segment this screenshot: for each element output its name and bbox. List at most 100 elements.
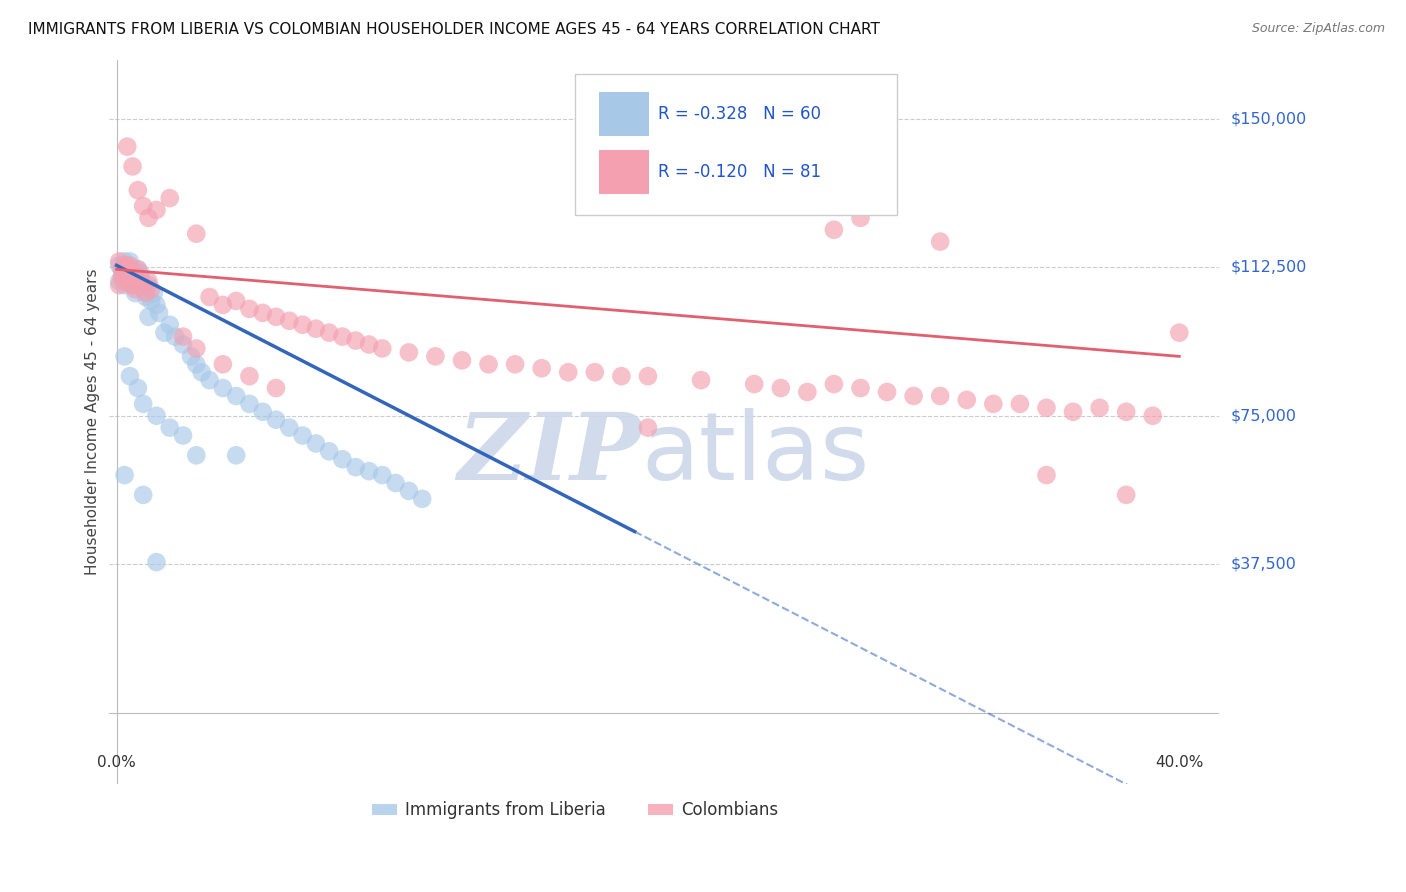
Point [114,350,136,364]
Point [172,329,194,343]
Point [111,262,134,277]
Text: $37,500: $37,500 [1230,557,1296,572]
Point [1008,397,1031,411]
Point [138,274,160,288]
Point [124,270,146,285]
Point [1035,468,1057,483]
Point [225,293,247,308]
Point [153,326,176,340]
Point [111,262,134,277]
Point [398,483,420,498]
Point [111,270,134,285]
Point [159,318,181,332]
Point [1168,326,1191,340]
Point [823,377,845,392]
Point [159,420,181,434]
Text: $75,000: $75,000 [1230,409,1296,423]
Text: atlas: atlas [641,409,870,500]
Point [145,202,167,217]
Point [278,314,301,328]
Point [198,290,221,304]
Point [118,258,141,272]
Point [238,301,260,316]
Point [264,310,287,324]
Point [121,262,143,277]
Point [118,266,141,280]
Point [121,160,143,174]
Point [114,254,136,268]
Point [121,278,143,293]
Point [186,357,208,371]
Point [318,444,340,458]
Point [769,381,792,395]
Point [305,436,328,450]
Point [411,491,433,506]
Point [305,321,328,335]
Point [610,369,633,384]
Point [318,326,340,340]
Point [111,270,134,285]
FancyBboxPatch shape [575,74,897,215]
Point [159,191,181,205]
Point [114,278,136,293]
Point [115,262,138,277]
Point [127,381,149,395]
Point [371,342,394,356]
Point [198,373,221,387]
Point [742,377,765,392]
Text: R = -0.328   N = 60: R = -0.328 N = 60 [658,105,821,123]
Text: 0.0%: 0.0% [97,755,136,770]
Point [145,298,167,312]
Point [129,270,152,285]
Point [929,389,952,403]
Point [477,357,499,371]
Point [186,342,208,356]
Point [124,286,146,301]
Point [425,350,447,364]
Point [796,384,818,399]
Point [115,139,138,153]
Point [357,337,380,351]
Point [114,468,136,483]
Point [583,365,606,379]
Point [212,381,235,395]
Point [903,389,925,403]
Point [1115,488,1137,502]
Point [212,298,235,312]
Point [127,262,149,277]
FancyBboxPatch shape [599,92,650,136]
Text: IMMIGRANTS FROM LIBERIA VS COLOMBIAN HOUSEHOLDER INCOME AGES 45 - 64 YEARS CORRE: IMMIGRANTS FROM LIBERIA VS COLOMBIAN HOU… [28,22,880,37]
Point [876,384,898,399]
Text: R = -0.120   N = 81: R = -0.120 N = 81 [658,163,821,181]
Point [637,369,659,384]
Point [238,397,260,411]
Point [172,428,194,442]
Point [135,290,157,304]
Point [212,357,235,371]
Point [1035,401,1057,415]
Point [145,555,167,569]
Point [451,353,474,368]
Point [398,345,420,359]
Point [138,310,160,324]
Point [115,262,138,277]
Point [108,274,131,288]
Point [115,266,138,280]
Point [135,286,157,301]
Point [190,365,212,379]
Point [530,361,553,376]
Point [114,274,136,288]
Point [165,329,187,343]
Point [849,381,872,395]
Point [186,227,208,241]
Text: $150,000: $150,000 [1230,112,1306,127]
Point [118,369,141,384]
Point [121,278,143,293]
Point [108,258,131,272]
Y-axis label: Householder Income Ages 45 - 64 years: Householder Income Ages 45 - 64 years [86,268,100,575]
Point [132,199,155,213]
Point [384,475,406,490]
Point [124,282,146,296]
Point [138,278,160,293]
Point [186,448,208,462]
